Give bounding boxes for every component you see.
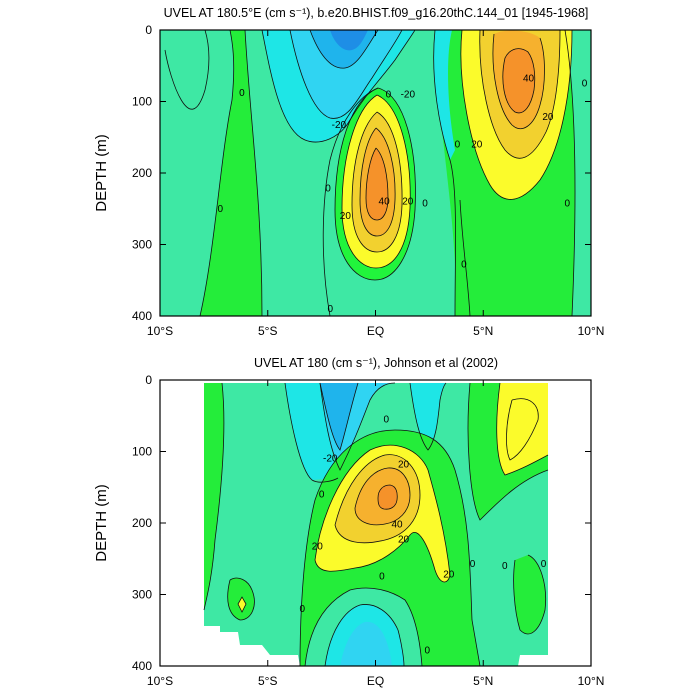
top-panel: UVEL AT 180.5°E (cm s⁻¹), b.e20.BHIST.f0…	[93, 6, 604, 338]
top-contour-label: 0	[327, 304, 333, 315]
bottom-x-tick-label: 5°S	[258, 674, 277, 688]
top-contour-label: 0	[239, 88, 245, 99]
bottom-y-tick-label: 300	[132, 588, 152, 602]
bottom-contour-label: 20	[398, 459, 410, 470]
top-chart-title: UVEL AT 180.5°E (cm s⁻¹), b.e20.BHIST.f0…	[164, 6, 589, 20]
bottom-contour-labels: 0 -20 20 0 40 20 20 20 0 0 0 0 0 0	[299, 414, 546, 656]
bottom-contour-label: 0	[299, 604, 305, 615]
bottom-x-tick-label: 5°N	[473, 674, 493, 688]
bottom-contour-label: 0	[383, 414, 389, 425]
top-contour-label: -20	[401, 89, 416, 100]
bottom-chart-title: UVEL AT 180 (cm s⁻¹), Johnson et al (200…	[254, 356, 498, 370]
top-contour-field: 0 0 0 0 0 0 0 0 0 0 -20 -20 20 40 20 20 40 20	[160, 30, 591, 316]
bottom-x-tick-label: 10°S	[147, 674, 173, 688]
bottom-y-tick-label: 100	[132, 445, 152, 459]
top-y-axis-label: DEPTH (m)	[93, 134, 110, 212]
top-contour-label: 0	[325, 184, 331, 195]
bottom-contour-label: 0	[379, 572, 385, 583]
top-contour-label: 0	[455, 139, 461, 150]
top-y-tick-label: 0	[145, 23, 152, 37]
top-contour-label: 20	[402, 197, 414, 208]
bottom-y-tick-label: 200	[132, 516, 152, 530]
top-contour-label: 0	[461, 260, 467, 271]
top-x-tick-label: 5°N	[473, 324, 493, 338]
bottom-y-tick-label: 400	[132, 659, 152, 673]
bottom-contour-label: 0	[502, 561, 508, 572]
top-contour-label: 0	[565, 199, 571, 210]
bottom-y-axis-label: DEPTH (m)	[93, 484, 110, 562]
top-contour-label: 40	[379, 197, 391, 208]
top-y-tick-label: 400	[132, 309, 152, 323]
top-contour-labels: 0 0 0 0 0 0 0 0 0 0 -20 -20 20 40 20 20 40 20	[218, 74, 588, 315]
bottom-contour-label: -20	[323, 454, 338, 465]
bottom-contour-label: 0	[319, 489, 325, 500]
top-contour-label: 20	[542, 112, 554, 123]
top-x-tick-label: 10°N	[578, 324, 605, 338]
bottom-contour-label: 0	[470, 559, 476, 570]
bottom-contour-label: 0	[424, 645, 430, 656]
top-x-tick-label: 5°S	[258, 324, 277, 338]
top-y-tick-label: 300	[132, 238, 152, 252]
bottom-contour-label: 20	[443, 569, 455, 580]
top-contour-label: 0	[422, 199, 428, 210]
bottom-contour-label: 40	[391, 519, 403, 530]
bottom-contour-label: 0	[541, 559, 547, 570]
bottom-contour-label: 20	[398, 534, 410, 545]
top-x-tick-label: 10°S	[147, 324, 173, 338]
top-x-tick-label: EQ	[367, 324, 384, 338]
top-contour-label: 0	[218, 204, 224, 215]
top-y-tick-label: 100	[132, 95, 152, 109]
top-contour-label: 20	[340, 211, 352, 222]
top-contour-label: 20	[471, 139, 483, 150]
top-contour-label: 0	[582, 79, 588, 90]
bottom-contour-label: 20	[312, 542, 324, 553]
bottom-x-tick-label: 10°N	[578, 674, 605, 688]
top-contour-label: 40	[523, 74, 535, 85]
bottom-contour-field: 0 -20 20 0 40 20 20 20 0 0 0 0 0 0	[203, 382, 549, 666]
bottom-x-tick-label: EQ	[367, 674, 384, 688]
bottom-panel: UVEL AT 180 (cm s⁻¹), Johnson et al (200…	[93, 356, 604, 688]
top-y-tick-label: 200	[132, 166, 152, 180]
top-contour-label: -20	[332, 120, 347, 131]
top-contour-label: 0	[386, 89, 392, 100]
bottom-y-tick-label: 0	[145, 373, 152, 387]
